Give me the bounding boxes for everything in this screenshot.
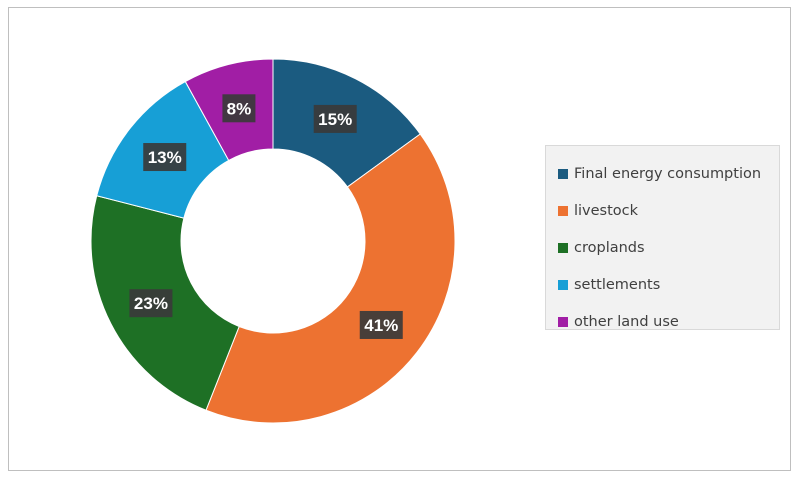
- donut-slice-livestock: [205, 133, 456, 424]
- legend-label: Final energy consumption: [574, 165, 762, 182]
- legend-label: livestock: [574, 202, 639, 219]
- data-label-other-land-use: 8%: [222, 94, 256, 123]
- legend-label: croplands: [574, 239, 645, 256]
- data-label-text: 13%: [148, 148, 182, 167]
- data-label-text: 41%: [364, 316, 398, 335]
- legend-item-livestock: livestock: [546, 192, 779, 229]
- legend-item-other-land-use: other land use: [546, 303, 779, 340]
- legend-item-settlements: settlements: [546, 266, 779, 303]
- legend-swatch: [558, 242, 568, 253]
- data-label-text: 15%: [318, 110, 352, 129]
- data-label-box: [359, 310, 403, 339]
- legend-swatch: [558, 168, 568, 179]
- legend-item-final-energy-consumption: Final energy consumption: [546, 155, 779, 192]
- legend-label: other land use: [574, 313, 679, 330]
- data-label-final-energy-consumption: 15%: [313, 104, 357, 133]
- data-label-settlements: 13%: [143, 143, 187, 172]
- data-label-croplands: 23%: [129, 289, 173, 318]
- data-label-box: [222, 94, 256, 123]
- legend-item-croplands: croplands: [546, 229, 779, 266]
- data-label-text: 23%: [134, 294, 168, 313]
- data-label-livestock: 41%: [359, 310, 403, 339]
- data-label-box: [129, 289, 173, 318]
- data-label-text: 8%: [227, 99, 252, 118]
- legend-swatch: [558, 316, 568, 327]
- data-label-box: [143, 143, 187, 172]
- legend: Final energy consumption livestock croplan…: [545, 145, 780, 330]
- legend-swatch: [558, 205, 568, 216]
- legend-label: settlements: [574, 276, 661, 293]
- legend-swatch: [558, 279, 568, 290]
- data-label-box: [313, 104, 357, 133]
